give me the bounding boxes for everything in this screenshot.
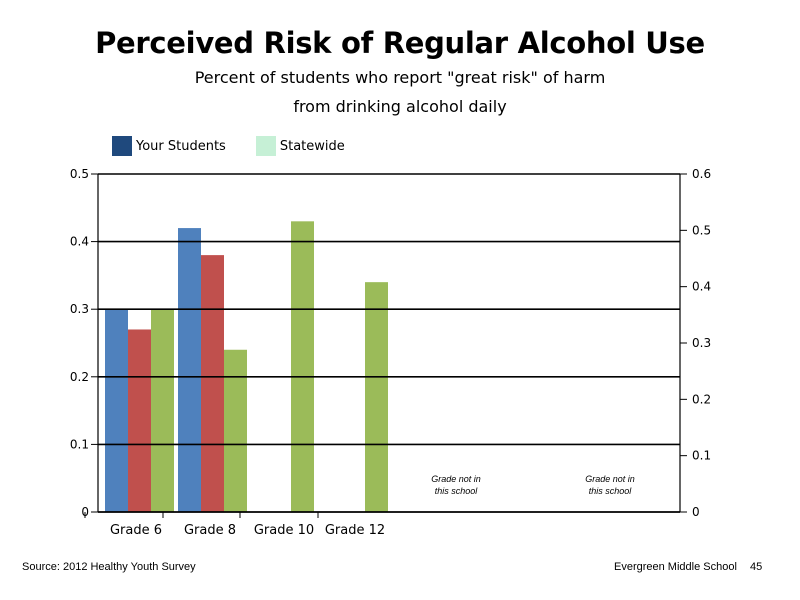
bar-series1-grade-8 <box>178 228 201 512</box>
chart-title: Perceived Risk of Regular Alcohol Use <box>95 26 705 60</box>
right-tick-label-1: 0.1 <box>692 449 711 463</box>
x-tick-label-grade-6: Grade 6 <box>110 523 162 538</box>
legend-swatch-statewide <box>255 136 276 156</box>
right-tick-label-4: 0.4 <box>692 280 711 294</box>
right-tick-label-5: 0.5 <box>692 223 711 237</box>
left-tick-label-1: 0.1 <box>70 437 89 451</box>
right-tick-label-2: 0.2 <box>692 392 711 406</box>
annotation-2-line1: Grade not in <box>585 474 635 484</box>
x-tick-label-grade-12: Grade 12 <box>325 523 385 538</box>
bar-series3-grade-6 <box>151 309 174 512</box>
bar-series3-grade-8 <box>224 349 247 512</box>
legend-item-statewide: Statewide <box>255 136 345 156</box>
left-tick-label-5: 0.5 <box>70 167 89 181</box>
left-tick-label-2: 0.2 <box>70 370 89 384</box>
annotation-1-line2: this school <box>435 486 479 496</box>
legend-item-your-students: Your Students <box>112 136 226 156</box>
legend-swatch-your-students <box>112 136 132 156</box>
bar-series2-grade-8 <box>201 255 224 512</box>
bar-series2-grade-6 <box>128 329 151 512</box>
chart-subtitle-line1: Percent of students who report "great ri… <box>194 68 606 87</box>
school-name: Evergreen Middle School <box>614 561 737 573</box>
bar-series3-grade-10 <box>291 221 314 512</box>
chart-legend: Your Students Statewide <box>112 136 375 156</box>
legend-label-your-students: Your Students <box>136 138 226 154</box>
annotation-2-line2: this school <box>589 486 633 496</box>
left-tick-label-4: 0.4 <box>70 235 89 249</box>
x-tick-label-grade-8: Grade 8 <box>184 523 236 538</box>
source-note: Source: 2012 Healthy Youth Survey <box>22 561 196 573</box>
right-tick-label-3: 0.3 <box>692 336 711 350</box>
legend-label-statewide: Statewide <box>279 138 345 154</box>
right-tick-label-0: 0 <box>692 505 700 519</box>
x-tick-label-grade-10: Grade 10 <box>254 523 314 538</box>
chart-subtitle-line2: from drinking alcohol daily <box>293 97 507 116</box>
page-number: 45 <box>750 561 763 573</box>
annotation-1-line1: Grade not in <box>431 474 481 484</box>
bar-series3-grade-12 <box>365 282 388 512</box>
bar-series1-grade-6 <box>105 309 128 512</box>
left-tick-label-3: 0.3 <box>70 302 89 316</box>
right-tick-label-6: 0.6 <box>692 167 711 181</box>
